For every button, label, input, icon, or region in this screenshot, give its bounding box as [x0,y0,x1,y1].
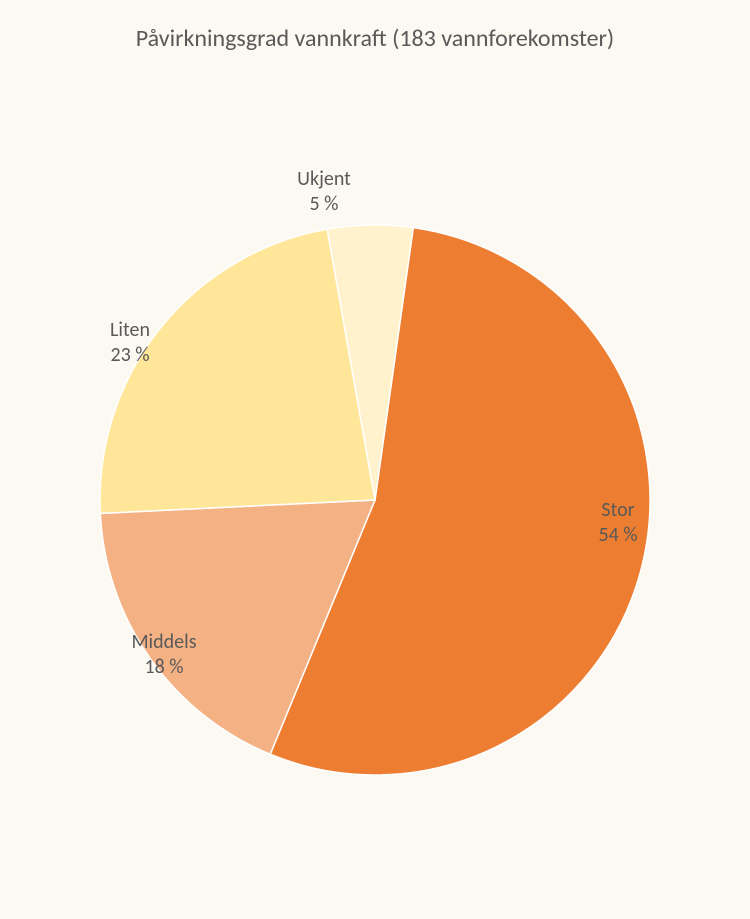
slice-label-middels: Middels18 % [131,630,196,680]
pie-slice-liten [100,229,375,513]
pie-chart-container: Påvirkningsgrad vannkraft (183 vannforek… [0,0,750,919]
slice-label-liten: Liten23 % [110,318,150,368]
slice-label-ukjent: Ukjent5 % [297,167,351,217]
slice-label-name: Stor [598,498,637,523]
slice-label-name: Middels [131,630,196,655]
slice-label-value: 23 % [110,343,150,368]
slice-label-name: Liten [110,318,150,343]
slice-label-value: 18 % [131,655,196,680]
pie-chart [0,0,750,919]
slice-label-value: 54 % [598,523,637,548]
slice-label-value: 5 % [297,192,351,217]
slice-label-name: Ukjent [297,167,351,192]
slice-label-stor: Stor54 % [598,498,637,548]
